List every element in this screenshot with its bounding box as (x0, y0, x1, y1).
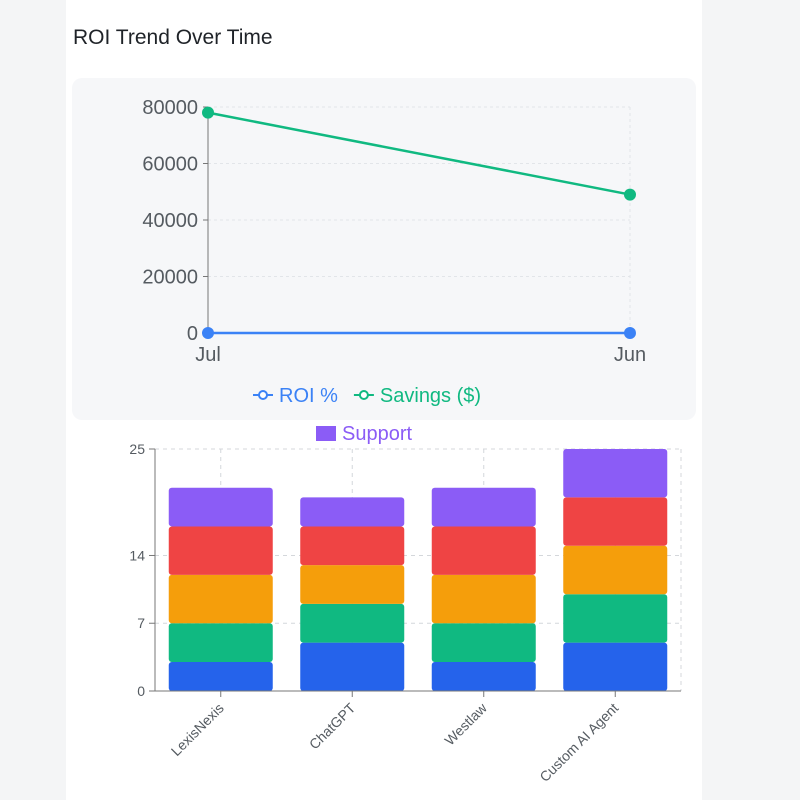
bar-segment (431, 623, 536, 662)
line-y-tick-label: 40000 (142, 210, 198, 232)
section-title: ROI Trend Over Time (73, 26, 273, 49)
legend-label: Support (342, 423, 412, 445)
line-y-tick-label: 20000 (142, 267, 198, 289)
bar-segment (300, 565, 405, 604)
bar-y-tick-label: 25 (129, 441, 145, 457)
bar-segment (168, 526, 273, 575)
line-x-tick-label: Jun (614, 344, 646, 366)
bar-segment (431, 487, 536, 527)
bar-segment (168, 623, 273, 662)
legend-point-marker (258, 390, 268, 400)
bar-x-tick-label: LexisNexis (168, 700, 227, 759)
line-point (202, 106, 214, 119)
legend-swatch (316, 426, 336, 441)
bar-y-tick-label: 0 (137, 683, 145, 699)
bar-segment (563, 545, 668, 595)
bar-x-tick-label: Westlaw (441, 699, 490, 748)
bar-segment (168, 661, 273, 691)
line-x-tick-label: Jul (195, 344, 221, 366)
line-point (202, 327, 214, 339)
bar-y-tick-label: 7 (137, 615, 145, 631)
line-point (624, 327, 636, 339)
bar-segment (563, 594, 668, 643)
bar-segment (431, 526, 536, 575)
bar-segment (563, 497, 668, 546)
bar-segment (431, 661, 536, 691)
bar-segment (300, 642, 405, 691)
line-y-tick-label: 60000 (142, 154, 198, 176)
line-point (624, 188, 636, 201)
bar-segment (300, 497, 405, 527)
line-y-tick-label: 80000 (142, 97, 198, 119)
bar-segment (300, 526, 405, 566)
bar-y-tick-label: 14 (129, 547, 145, 563)
legend-point-marker (358, 390, 369, 400)
line-y-tick-label: 0 (187, 323, 198, 345)
legend-label: ROI % (279, 385, 338, 407)
line-chart-card (72, 78, 696, 420)
bar-segment (431, 574, 536, 624)
legend-label: Savings ($) (380, 385, 481, 407)
bar-x-tick-label: ChatGPT (306, 699, 359, 752)
bar-segment (168, 574, 273, 624)
bar-segment (563, 642, 668, 691)
bar-segment (168, 487, 273, 527)
bar-segment (300, 603, 405, 643)
bar-x-tick-label: Custom AI Agent (536, 700, 621, 785)
bar-segment (563, 449, 668, 498)
line-series (207, 111, 631, 196)
